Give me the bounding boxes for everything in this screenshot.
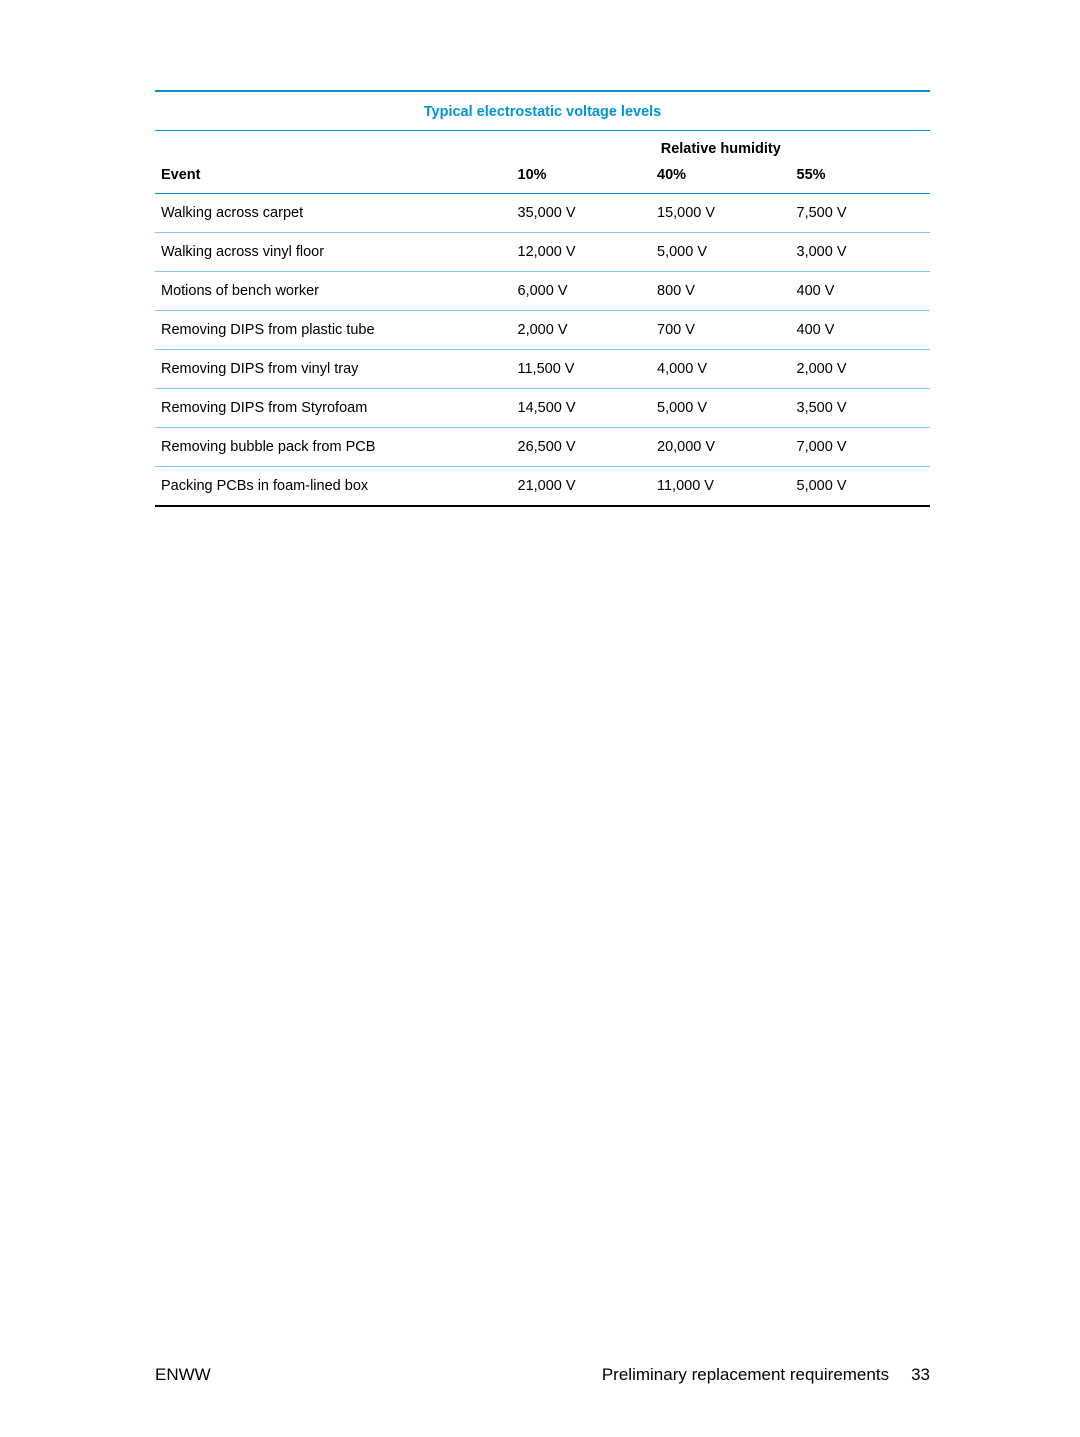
cell-value: 5,000 V [791, 467, 931, 507]
cell-event: Walking across carpet [155, 194, 512, 233]
table-row: Packing PCBs in foam-lined box21,000 V11… [155, 467, 930, 507]
cell-value: 20,000 V [651, 428, 791, 467]
cell-event: Removing bubble pack from PCB [155, 428, 512, 467]
cell-value: 700 V [651, 311, 791, 350]
cell-value: 5,000 V [651, 389, 791, 428]
cell-event: Removing DIPS from plastic tube [155, 311, 512, 350]
page-footer: ENWW Preliminary replacement requirement… [155, 1365, 930, 1385]
voltage-table: Typical electrostatic voltage levels Rel… [155, 90, 930, 507]
cell-value: 21,000 V [512, 467, 652, 507]
table-row: Removing DIPS from vinyl tray11,500 V4,0… [155, 350, 930, 389]
col-header-55: 55% [791, 159, 931, 194]
table-row: Motions of bench worker6,000 V800 V400 V [155, 272, 930, 311]
table-title: Typical electrostatic voltage levels [155, 91, 930, 131]
cell-value: 7,500 V [791, 194, 931, 233]
cell-value: 15,000 V [651, 194, 791, 233]
table-row: Walking across carpet35,000 V15,000 V7,5… [155, 194, 930, 233]
cell-value: 400 V [791, 272, 931, 311]
cell-value: 3,500 V [791, 389, 931, 428]
cell-value: 7,000 V [791, 428, 931, 467]
cell-value: 3,000 V [791, 233, 931, 272]
super-header-empty [155, 131, 512, 160]
cell-value: 2,000 V [512, 311, 652, 350]
cell-value: 35,000 V [512, 194, 652, 233]
footer-section: Preliminary replacement requirements [602, 1365, 889, 1385]
cell-value: 4,000 V [651, 350, 791, 389]
cell-event: Walking across vinyl floor [155, 233, 512, 272]
table-row: Removing bubble pack from PCB26,500 V20,… [155, 428, 930, 467]
cell-value: 11,000 V [651, 467, 791, 507]
cell-value: 6,000 V [512, 272, 652, 311]
cell-event: Packing PCBs in foam-lined box [155, 467, 512, 507]
cell-value: 800 V [651, 272, 791, 311]
col-header-10: 10% [512, 159, 652, 194]
document-page: Typical electrostatic voltage levels Rel… [0, 0, 1080, 1437]
super-header-humidity: Relative humidity [512, 131, 931, 160]
table-row: Walking across vinyl floor12,000 V5,000 … [155, 233, 930, 272]
cell-event: Motions of bench worker [155, 272, 512, 311]
cell-value: 11,500 V [512, 350, 652, 389]
col-header-event: Event [155, 159, 512, 194]
cell-value: 14,500 V [512, 389, 652, 428]
footer-right: Preliminary replacement requirements 33 [602, 1365, 930, 1385]
table-row: Removing DIPS from plastic tube2,000 V70… [155, 311, 930, 350]
table-body: Walking across carpet35,000 V15,000 V7,5… [155, 194, 930, 507]
table-header: Typical electrostatic voltage levels Rel… [155, 91, 930, 194]
cell-value: 12,000 V [512, 233, 652, 272]
cell-value: 5,000 V [651, 233, 791, 272]
cell-value: 26,500 V [512, 428, 652, 467]
footer-left: ENWW [155, 1365, 211, 1385]
footer-page-number: 33 [911, 1365, 930, 1385]
table-row: Removing DIPS from Styrofoam14,500 V5,00… [155, 389, 930, 428]
cell-event: Removing DIPS from vinyl tray [155, 350, 512, 389]
cell-value: 400 V [791, 311, 931, 350]
cell-value: 2,000 V [791, 350, 931, 389]
col-header-40: 40% [651, 159, 791, 194]
cell-event: Removing DIPS from Styrofoam [155, 389, 512, 428]
